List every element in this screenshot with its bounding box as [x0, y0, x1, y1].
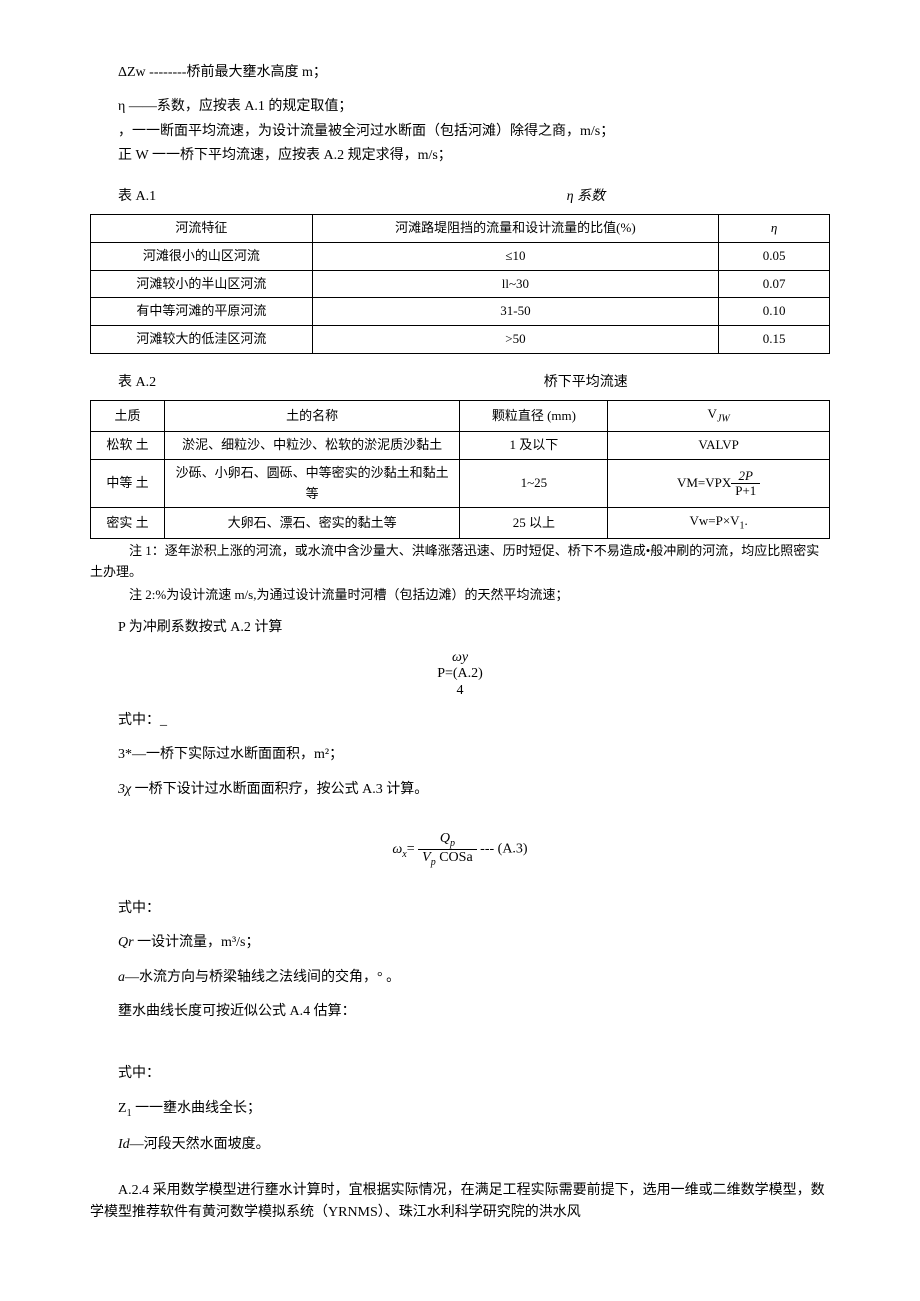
cell: 河滩较大的低洼区河流: [91, 326, 313, 354]
formula-a3: ωx= Qp Vp COSa --- (A.3): [90, 831, 830, 868]
spacer: [90, 957, 830, 965]
shizhong: 式中：_: [90, 710, 830, 732]
cell: 1~25: [460, 459, 608, 508]
table-row: 河流特征 河滩路堤阻挡的流量和设计流量的比值(%) η: [91, 214, 830, 242]
table-a1-title: η 系数: [342, 186, 830, 208]
table-a2-caption: 表 A.2 桥下平均流速: [90, 372, 830, 394]
fraction: Qp Vp COSa: [418, 831, 477, 868]
cell: 密实 土: [91, 508, 165, 539]
cell: 沙砾、小卵石、圆砾、中等密实的沙黏土和黏土等: [164, 459, 460, 508]
table-a2-title: 桥下平均流速: [342, 372, 830, 394]
th: 河流特征: [91, 214, 313, 242]
def-z1: Z1 一一壅水曲线全长；: [90, 1098, 830, 1122]
table-a2-label: 表 A.2: [90, 372, 342, 394]
table-row: 中等 土 沙砾、小卵石、圆砾、中等密实的沙黏土和黏土等 1~25 VM=VPX2…: [91, 459, 830, 508]
def-3x: 3χ 3χ 一桥下设计过水断面面积疗，按公式 A.3 计算。一桥下设计过水断面面…: [90, 779, 830, 801]
spacer: [90, 1088, 830, 1096]
table-row: 有中等河滩的平原河流 31-50 0.10: [91, 298, 830, 326]
th: 颗粒直径 (mm): [460, 401, 608, 432]
cell: 松软 土: [91, 431, 165, 459]
def-v1: ，一一断面平均流速，为设计流量被全河过水断面（包括河滩）除得之商，m/s；: [90, 121, 830, 143]
def-dzw: ΔZw --------桥前最大壅水高度 m；: [90, 62, 830, 84]
table-a2: 土质 土的名称 颗粒直径 (mm) VJW 松软 土 淤泥、细粒沙、中粒沙、松软…: [90, 400, 830, 539]
def-eta: η ——系数，应按表 A.1 的规定取值；: [90, 96, 830, 118]
th: VJW: [608, 401, 830, 432]
def-id: Id—河段天然水面坡度。: [90, 1134, 830, 1156]
cell: 有中等河滩的平原河流: [91, 298, 313, 326]
table-a2-note1: 注 1：逐年淤积上涨的河流，或水流中含沙量大、洪峰涨落迅速、历时短促、桥下不易造…: [90, 541, 830, 583]
cell: VM=VPX2PP+1: [608, 459, 830, 508]
cell: 淤泥、细粒沙、中粒沙、松软的淤泥质沙黏土: [164, 431, 460, 459]
shizhong: 式中：: [90, 898, 830, 920]
cell: ≤10: [312, 242, 718, 270]
def-qr: Qr 一设计流量，m³/s；: [90, 932, 830, 954]
formula-a2: ωy P=(A.2) 4: [90, 650, 830, 700]
len-line: 壅水曲线长度可按近似公式 A.4 估算：: [90, 1001, 830, 1023]
spacer: [90, 1043, 830, 1061]
cell: Vw=P×V1.: [608, 508, 830, 539]
def-3star: 3*—一桥下实际过水断面面积，m²；: [90, 744, 830, 766]
table-a1: 河流特征 河滩路堤阻挡的流量和设计流量的比值(%) η 河滩很小的山区河流 ≤1…: [90, 214, 830, 354]
spacer: [90, 1158, 830, 1176]
cell: 中等 土: [91, 459, 165, 508]
cell: 河滩较小的半山区河流: [91, 270, 313, 298]
cell: 1 及以下: [460, 431, 608, 459]
cell: ll~30: [312, 270, 718, 298]
table-a1-label: 表 A.1: [90, 186, 342, 208]
p-line: P 为冲刷系数按式 A.2 计算: [90, 617, 830, 639]
table-row: 密实 土 大卵石、漂石、密实的黏土等 25 以上 Vw=P×V1.: [91, 508, 830, 539]
spacer: [90, 1025, 830, 1043]
spacer: [90, 803, 830, 821]
cell: 0.07: [719, 270, 830, 298]
table-a1-caption: 表 A.1 η 系数: [90, 186, 830, 208]
fraction: 2PP+1: [731, 469, 760, 499]
table-row: 土质 土的名称 颗粒直径 (mm) VJW: [91, 401, 830, 432]
def-a: a—水流方向与桥梁轴线之法线间的交角，° 。: [90, 967, 830, 989]
cell: 0.15: [719, 326, 830, 354]
spacer: [90, 734, 830, 742]
spacer: [90, 607, 830, 615]
th: 土质: [91, 401, 165, 432]
cell: 25 以上: [460, 508, 608, 539]
cell: 大卵石、漂石、密实的黏土等: [164, 508, 460, 539]
table-row: 河滩较小的半山区河流 ll~30 0.07: [91, 270, 830, 298]
spacer: [90, 769, 830, 777]
th: 河滩路堤阻挡的流量和设计流量的比值(%): [312, 214, 718, 242]
table-row: 松软 土 淤泥、细粒沙、中粒沙、松软的淤泥质沙黏土 1 及以下 VALVP: [91, 431, 830, 459]
a24-para: A.2.4 采用数学模型进行壅水计算时，宜根据实际情况，在满足工程实际需要前提下…: [90, 1180, 830, 1225]
cell: 0.05: [719, 242, 830, 270]
wx: ωx: [392, 842, 406, 857]
eqnum: --- (A.3): [480, 842, 527, 857]
def-vw: 正 W 一一桥下平均流速，应按表 A.2 规定求得，m/s；: [90, 145, 830, 167]
spacer: [90, 878, 830, 896]
cell: VALVP: [608, 431, 830, 459]
table-row: 河滩很小的山区河流 ≤10 0.05: [91, 242, 830, 270]
cell: 31-50: [312, 298, 718, 326]
table-a2-note2: 注 2:%为设计流速 m/s,为通过设计流量时河槽（包括边滩）的天然平均流速；: [90, 585, 830, 606]
spacer: [90, 991, 830, 999]
shizhong: 式中：: [90, 1063, 830, 1085]
th: 土的名称: [164, 401, 460, 432]
spacer: [90, 922, 830, 930]
spacer: [90, 1124, 830, 1132]
cell: 河滩很小的山区河流: [91, 242, 313, 270]
th: η: [719, 214, 830, 242]
cell: 0.10: [719, 298, 830, 326]
table-row: 河滩较大的低洼区河流 >50 0.15: [91, 326, 830, 354]
cell: >50: [312, 326, 718, 354]
spacer: [90, 86, 830, 94]
formula-text: VM=VPX: [677, 475, 731, 490]
